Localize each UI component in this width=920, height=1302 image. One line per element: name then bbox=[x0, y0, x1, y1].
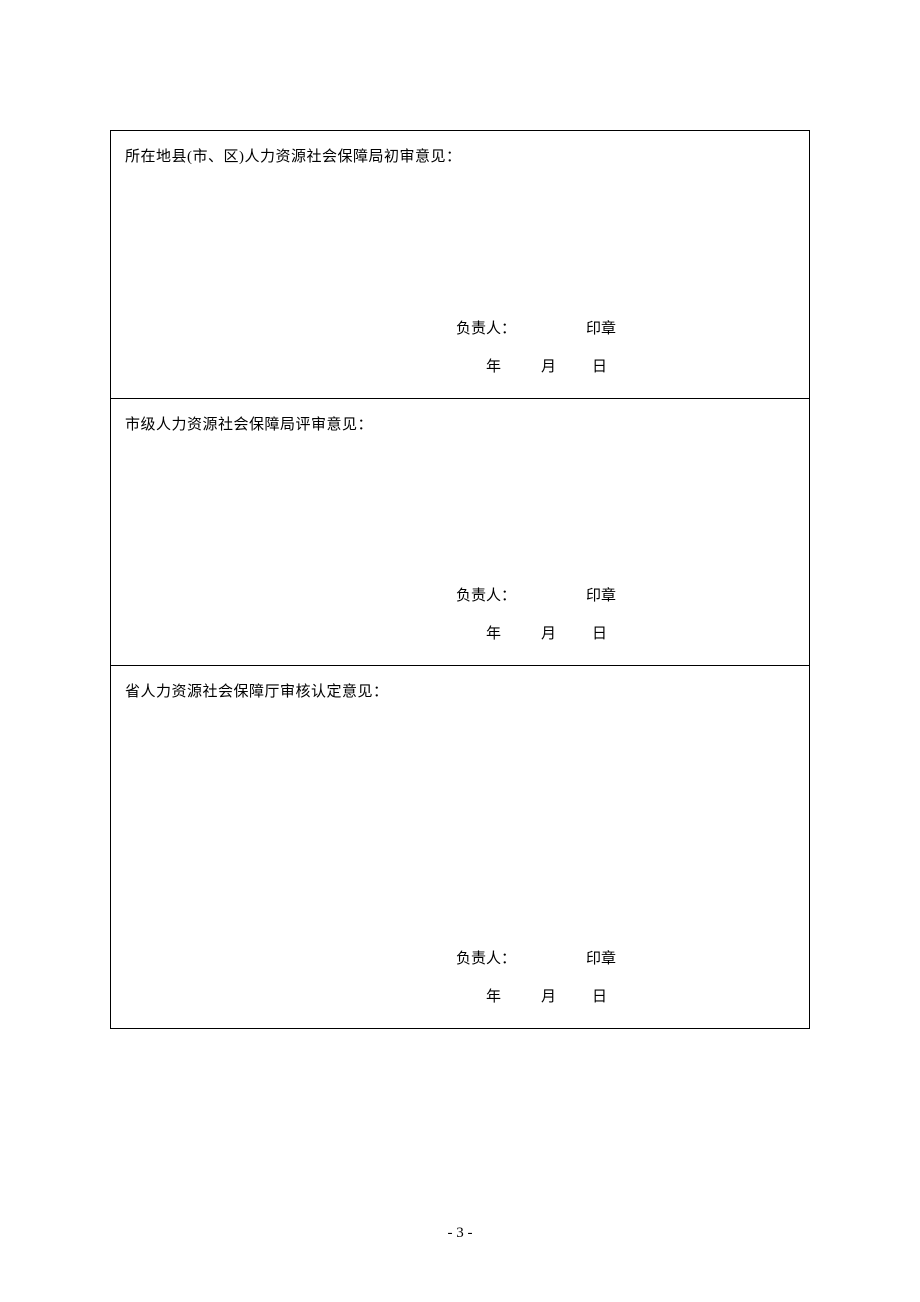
county-responsible-line: 负责人： 印章 bbox=[111, 311, 809, 349]
province-date-line: 年月日 bbox=[111, 979, 809, 1017]
responsible-label: 负责人： bbox=[456, 951, 516, 967]
province-signature-area: 负责人： 印章 年 月 日 bbox=[111, 941, 809, 1016]
seal-label: 印章 bbox=[586, 321, 616, 337]
province-review-cell: 省人力资源社会保障厅审核认定意见： 负责人： 印章 年 月 日 bbox=[111, 666, 810, 1029]
city-signature-area: 负责人： 印章 年 月 日 bbox=[111, 578, 809, 653]
month-label: 月 bbox=[541, 989, 556, 1005]
city-responsible-line: 负责人： 印章 bbox=[111, 578, 809, 616]
county-review-title: 所在地县(市、区)人力资源社会保障局初审意见： bbox=[111, 131, 809, 172]
month-label: 月 bbox=[541, 626, 556, 642]
county-review-cell: 所在地县(市、区)人力资源社会保障局初审意见： 负责人： 印章 年 月 日 bbox=[111, 131, 810, 399]
page-number: - 3 - bbox=[0, 1225, 920, 1242]
year-label: 年 bbox=[486, 989, 501, 1005]
day-label: 日 bbox=[592, 989, 607, 1005]
day-label: 日 bbox=[592, 626, 607, 642]
month-label: 月 bbox=[541, 359, 556, 375]
province-review-title: 省人力资源社会保障厅审核认定意见： bbox=[111, 666, 809, 707]
approval-form-table: 所在地县(市、区)人力资源社会保障局初审意见： 负责人：印章 年月日 市级人力资… bbox=[110, 130, 810, 1029]
responsible-label: 负责人： bbox=[456, 588, 516, 604]
page-container: 所在地县(市、区)人力资源社会保障局初审意见： 负责人：印章 年月日 市级人力资… bbox=[0, 0, 920, 1029]
province-responsible-line: 负责人： 印章 bbox=[111, 941, 809, 979]
day-label: 日 bbox=[592, 359, 607, 375]
county-signature-area: 负责人： 印章 年 月 日 bbox=[111, 311, 809, 386]
city-review-title: 市级人力资源社会保障局评审意见： bbox=[111, 399, 809, 440]
seal-label: 印章 bbox=[586, 588, 616, 604]
year-label: 年 bbox=[486, 359, 501, 375]
responsible-label: 负责人： bbox=[456, 321, 516, 337]
city-review-cell: 市级人力资源社会保障局评审意见： 负责人： 印章 年 月 日 bbox=[111, 399, 810, 666]
county-date-line: 年月日 bbox=[111, 349, 809, 387]
city-date-line: 年月日 bbox=[111, 616, 809, 654]
seal-label: 印章 bbox=[586, 951, 616, 967]
year-label: 年 bbox=[486, 626, 501, 642]
